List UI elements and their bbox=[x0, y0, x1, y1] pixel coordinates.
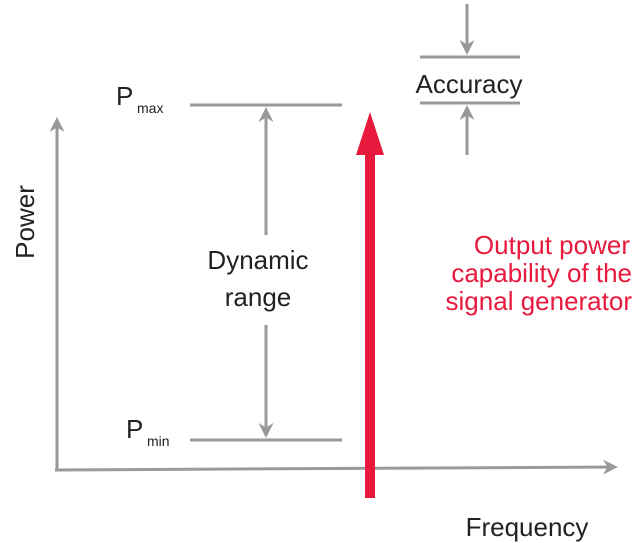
range-label: Dynamic bbox=[207, 245, 308, 275]
output-label: capability of the bbox=[451, 258, 632, 288]
output-label: signal generator bbox=[446, 286, 633, 316]
pmin-symbol: P bbox=[126, 414, 143, 444]
pmax-symbol: P bbox=[116, 81, 133, 111]
output-label: Output power bbox=[474, 230, 630, 260]
y-label: Power bbox=[10, 185, 40, 259]
output-arrow-shaft bbox=[365, 148, 375, 498]
accuracy-label: Accuracy bbox=[416, 69, 523, 99]
output-arrow-head bbox=[356, 112, 384, 155]
range-label: range bbox=[225, 282, 292, 312]
x-axis bbox=[54, 459, 618, 475]
x-label: Frequency bbox=[466, 512, 589, 542]
pmax-subscript: max bbox=[137, 100, 163, 116]
pmin-subscript: min bbox=[147, 433, 170, 449]
